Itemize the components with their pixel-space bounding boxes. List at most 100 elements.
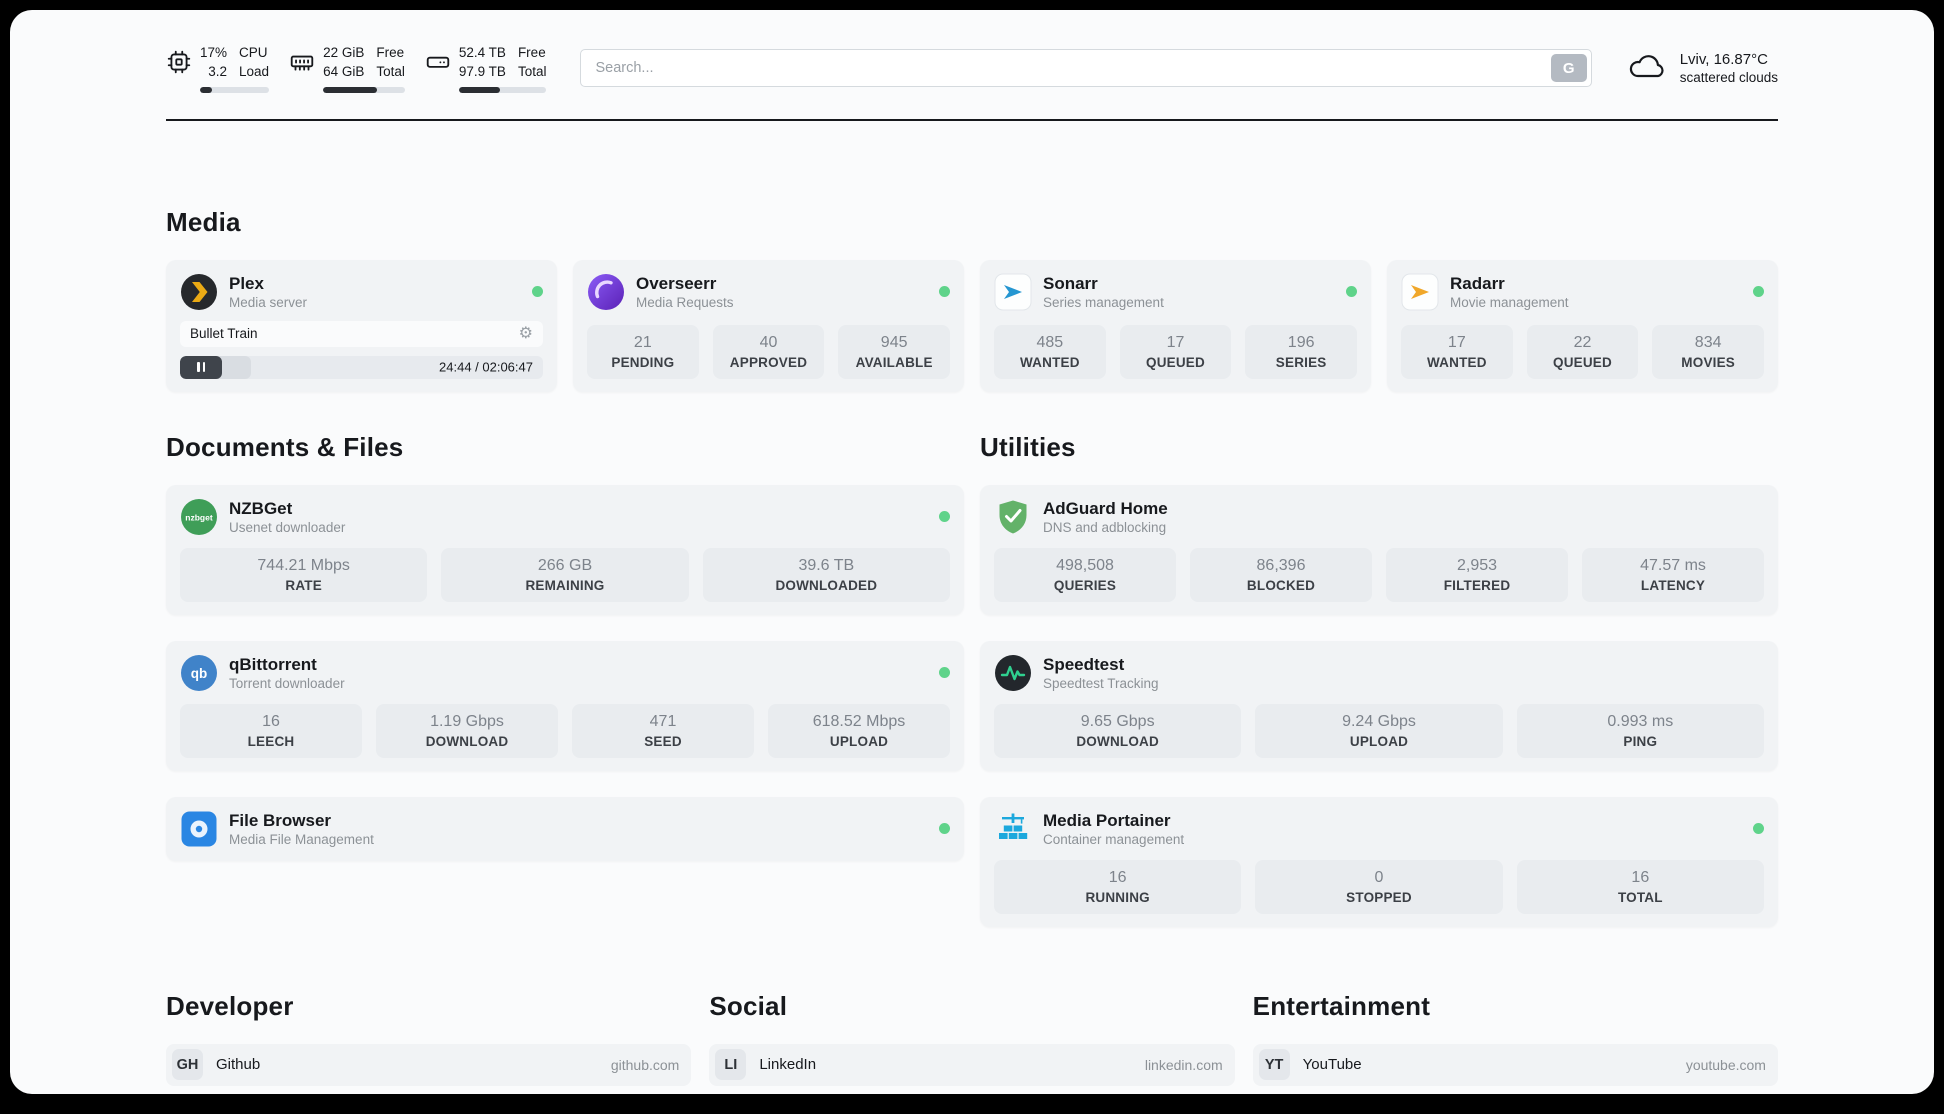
stat-box: 485 WANTED	[994, 324, 1106, 379]
bookmark-github[interactable]: GH Github github.com	[166, 1043, 692, 1086]
stat-label: DOWNLOAD	[425, 733, 509, 749]
plex-card[interactable]: Plex Media server Bullet Train ⚙	[166, 259, 557, 392]
utilities-column: Utilities AdGuard Home	[980, 432, 1778, 927]
qbittorrent-icon: qb	[180, 654, 218, 692]
stat-label: QUEUED	[1146, 354, 1205, 370]
app-title: AdGuard Home	[1043, 499, 1168, 519]
stat-value: 86,396	[1256, 556, 1306, 574]
stat-value: 47.57 ms	[1640, 556, 1706, 574]
stat-value: 1.19 Gbps	[430, 712, 504, 730]
cpu-stat: 17% 3.2 CPU Load	[166, 44, 270, 93]
stat-value: 16	[1631, 868, 1650, 886]
bookmark-abbr: YT	[1258, 1049, 1290, 1081]
stat-box: 16 TOTAL	[1516, 859, 1764, 914]
cpu-usage-label: CPU	[239, 45, 268, 60]
status-dot	[1346, 286, 1357, 298]
stat-box: 498,508 QUERIES	[994, 547, 1176, 602]
stat-value: 471	[649, 712, 677, 730]
app-title: qBittorrent	[229, 655, 317, 675]
stat-label: RATE	[285, 577, 322, 593]
search-input[interactable]	[580, 49, 1592, 88]
disk-free-value: 52.4 TB	[458, 45, 506, 60]
stat-label: DOWNLOAD	[1076, 733, 1159, 749]
app-title: Overseerr	[636, 274, 717, 294]
bookmark-group-social: Social LI LinkedIn linkedin.com TW Twitt…	[709, 990, 1235, 1094]
nzbget-card[interactable]: nzbget NZBGet Usenet downloader 74	[166, 484, 964, 615]
system-stats: 17% 3.2 CPU Load	[166, 44, 547, 93]
disk-stat: 52.4 TB 97.9 TB Free Total	[425, 44, 547, 93]
bookmark-abbr: LI	[715, 1049, 747, 1081]
app-title: File Browser	[229, 811, 332, 831]
stat-label: SEED	[644, 733, 682, 749]
gear-icon[interactable]: ⚙	[518, 324, 533, 342]
bookmark-linkedin[interactable]: LI LinkedIn linkedin.com	[709, 1043, 1235, 1086]
cpu-load-label: Load	[239, 63, 270, 79]
weather-condition: scattered clouds	[1679, 70, 1778, 86]
disk-free-label: Free	[517, 45, 546, 60]
stat-label: DOWNLOADED	[775, 577, 878, 593]
app-subtitle: Media Requests	[636, 295, 734, 311]
documents-heading: Documents & Files	[166, 431, 404, 462]
cpu-icon	[166, 49, 192, 80]
app-subtitle: Media File Management	[229, 832, 374, 848]
stat-box: 471 SEED	[572, 703, 754, 758]
disk-total-value: 97.9 TB	[458, 63, 506, 79]
disk-icon	[425, 49, 451, 80]
app-title: Speedtest	[1043, 655, 1125, 675]
stat-label: SERIES	[1275, 354, 1327, 370]
app-title: Media Portainer	[1043, 811, 1171, 831]
speedtest-card[interactable]: Speedtest Speedtest Tracking 9.65 Gbps D…	[980, 640, 1778, 771]
stat-box: 22 QUEUED	[1526, 324, 1639, 379]
playback-progress[interactable]: 24:44 / 02:06:47	[180, 355, 543, 379]
sonarr-card[interactable]: Sonarr Series management 485 WANTED 17 Q…	[980, 259, 1371, 392]
app-subtitle: Torrent downloader	[229, 676, 345, 692]
ram-stat: 22 GiB 64 GiB Free Total	[289, 44, 405, 93]
stat-value: 2,953	[1456, 556, 1498, 574]
stat-value: 266 GB	[537, 556, 593, 574]
qbittorrent-card[interactable]: qb qBittorrent Torrent downloader	[166, 640, 964, 771]
media-section: Media Plex Media server	[166, 207, 1778, 392]
now-playing-title: Bullet Train	[190, 326, 258, 342]
ram-free-label: Free	[376, 45, 405, 60]
pause-button[interactable]	[180, 355, 222, 379]
stat-value: 618.52 Mbps	[812, 712, 906, 730]
stat-box: 17 QUEUED	[1119, 324, 1232, 379]
adguard-icon	[994, 498, 1032, 536]
stat-label: UPLOAD	[1349, 733, 1409, 749]
search-engine-button[interactable]: G	[1550, 54, 1587, 83]
plex-icon	[180, 273, 218, 311]
portainer-card[interactable]: Media Portainer Container management 16 …	[980, 796, 1778, 927]
stat-label: MOVIES	[1681, 354, 1736, 370]
app-subtitle: Movie management	[1450, 295, 1569, 311]
stat-box: 266 GB REMAINING	[441, 547, 689, 602]
social-heading: Social	[709, 990, 788, 1021]
status-dot	[939, 286, 950, 298]
status-dot	[939, 667, 950, 679]
stat-box: 0.993 ms PING	[1516, 703, 1764, 758]
disk-total-label: Total	[517, 63, 547, 79]
bookmark-name: LinkedIn	[759, 1056, 817, 1074]
stat-box: 39.6 TB DOWNLOADED	[702, 547, 950, 602]
stat-box: 21 PENDING	[587, 324, 699, 379]
adguard-card[interactable]: AdGuard Home DNS and adblocking 498,508 …	[980, 484, 1778, 615]
overseerr-card[interactable]: Overseerr Media Requests 21 PENDING 40 A…	[573, 259, 964, 392]
media-heading: Media	[166, 206, 241, 237]
app-subtitle: Container management	[1043, 832, 1185, 848]
weather-widget: Lviv, 16.87°C scattered clouds	[1626, 50, 1778, 87]
stat-label: AVAILABLE	[855, 354, 933, 370]
stat-label: WANTED	[1019, 354, 1080, 370]
stat-label: PENDING	[611, 354, 675, 370]
stat-label: STOPPED	[1346, 889, 1412, 905]
radarr-card[interactable]: Radarr Movie management 17 WANTED 22 QUE…	[1387, 259, 1778, 392]
stat-box: 9.65 Gbps DOWNLOAD	[994, 703, 1242, 758]
stat-label: UPLOAD	[829, 733, 889, 749]
stat-label: PING	[1623, 733, 1658, 749]
stat-box: 47.57 ms LATENCY	[1582, 547, 1764, 602]
filebrowser-card[interactable]: File Browser Media File Management	[166, 796, 964, 861]
status-dot	[532, 286, 543, 298]
status-dot	[939, 823, 950, 835]
ram-progress-bar	[323, 86, 405, 93]
bookmark-youtube[interactable]: YT YouTube youtube.com	[1252, 1043, 1778, 1086]
stat-box: 744.21 Mbps RATE	[180, 547, 428, 602]
stat-box: 834 MOVIES	[1652, 324, 1764, 379]
